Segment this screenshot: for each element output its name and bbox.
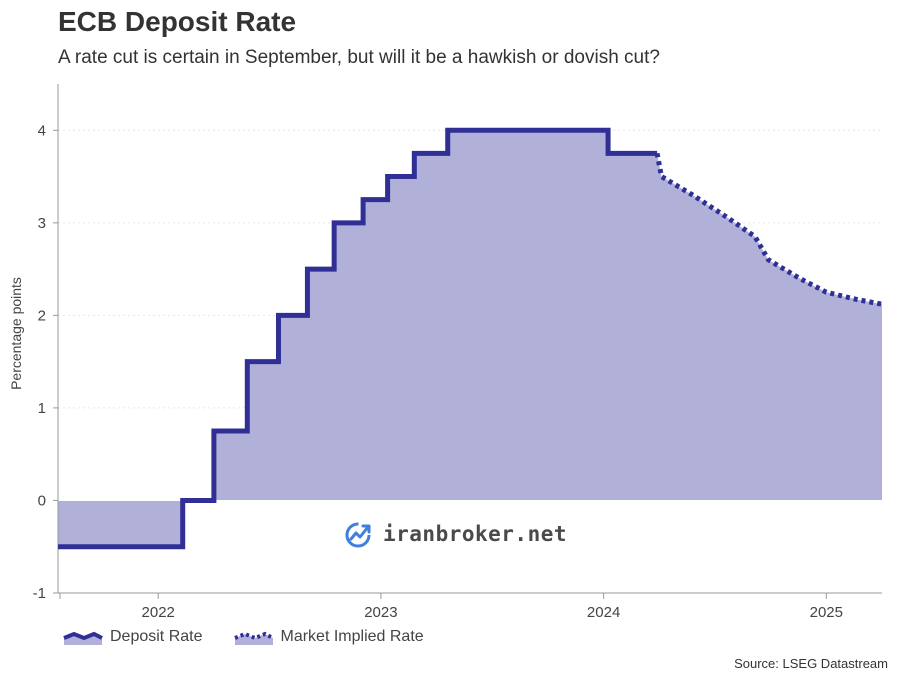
x-tick-label: 2024: [587, 604, 620, 621]
growth-chart-icon: [345, 522, 371, 548]
x-tick-label: 2022: [142, 604, 175, 621]
y-tick-label: 3: [38, 215, 46, 232]
x-tick-label: 2023: [364, 604, 397, 621]
legend-label-deposit-rate: Deposit Rate: [110, 628, 203, 645]
y-tick-label: 1: [38, 400, 46, 417]
y-tick-label: 4: [38, 122, 46, 139]
legend-item-market-implied-rate: Market Implied Rate: [233, 628, 424, 646]
watermark-text: iranbroker.net: [383, 522, 568, 546]
y-tick-label: 2: [38, 307, 46, 324]
legend-swatch-deposit-rate: [63, 631, 103, 645]
watermark: iranbroker.net: [343, 518, 567, 550]
chart-legend: Deposit Rate Market Implied Rate: [62, 628, 454, 646]
chart-subtitle: A rate cut is certain in September, but …: [58, 47, 660, 68]
source-note: Source: LSEG Datastream: [734, 656, 888, 671]
legend-label-market-implied-rate: Market Implied Rate: [280, 628, 424, 645]
y-tick-label: 0: [38, 492, 46, 509]
chart-title: ECB Deposit Rate: [58, 6, 297, 37]
rate-area-fill: [58, 130, 882, 547]
legend-item-deposit-rate: Deposit Rate: [62, 628, 203, 646]
series-line-deposit-rate: [58, 127, 658, 550]
legend-swatch-market-implied-rate: [233, 631, 274, 645]
y-axis-label: Percentage points: [8, 277, 24, 390]
series-line-market-implied-rate: [654, 152, 883, 307]
y-tick-label: -1: [33, 585, 46, 602]
x-tick-label: 2025: [810, 604, 843, 621]
